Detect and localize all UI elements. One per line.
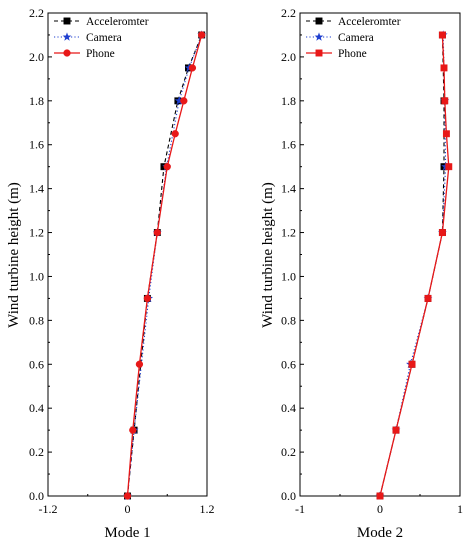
chart-1-ytick-label: 1.0 [29,269,44,283]
chart-1-phone-point [129,426,137,434]
chart-2-x-axis-label: Mode 2 [357,525,403,541]
chart-2-ytick-label: 1.4 [281,182,296,196]
chart-2-legend-label: Acceleromter [338,16,401,28]
chart-2-phone-point [440,64,448,72]
chart-1-ytick-label: 2.0 [29,50,44,64]
chart-1-ytick-label: 0.8 [29,313,44,327]
chart-2-series-phone [376,31,453,500]
chart-2-legend-marker [314,32,324,41]
chart-1: 0.0 0.2 0.4 0.6 0.8 1.0 1.2 1.4 1.6 1.8 2.0 2.2 -1.2… [6,6,215,541]
chart-2-legend-label: Phone [338,48,367,60]
chart-2-ytick-label: 0.0 [281,489,296,503]
chart-1-phone-point [163,163,171,171]
chart-2-phone-point [438,229,446,236]
chart-2-legend-label: Camera [338,32,374,44]
chart-1-phone-point [153,228,161,237]
chart-2-phone-point [442,130,450,138]
chart-1-y-axis-label: Wind turbine height (m) [6,182,22,328]
chart-2: 0.0 0.2 0.4 0.6 0.8 1.0 1.2 1.4 1.6 1.8 2.0 2.2 -1 0 1… [260,6,463,541]
chart-2-ytick-label: 2.2 [281,6,296,20]
chart-1-legend-marker [62,32,72,41]
chart-2-phone-point [445,163,453,171]
chart-2-phone-point [424,294,432,302]
chart-1-phone-point [135,360,144,368]
chart-1-x-axis-label: Mode 1 [104,525,150,541]
chart-1-camera-point [174,96,184,105]
chart-1-legend-marker [63,49,71,57]
chart-2-acceleromter-line [379,34,445,497]
chart-1-legend-marker [63,17,71,25]
chart-1-legend: Acceleromter Camera Phone [54,16,149,60]
chart-2-y-axis-label: Wind turbine height (m) [260,182,276,328]
chart-1-ytick-label: 1.4 [29,182,44,196]
chart-2-legend-marker [315,49,323,57]
chart-1-ytick-label: 0.0 [29,489,44,503]
chart-2-xtick-label: 1 [457,502,463,516]
chart-1-phone-point [143,294,152,303]
chart-1-xtick-label: -1.2 [39,502,58,516]
chart-2-ytick-label: 1.6 [281,138,296,152]
chart-2-xtick-label: -1 [295,502,305,516]
chart-1-phone-point [123,492,132,500]
chart-1-phone-point [188,64,197,72]
chart-2-phone-point [392,426,400,434]
chart-2-phone-point [441,97,449,105]
chart-2-phone-point [376,492,384,500]
chart-2-ytick-label: 0.2 [281,445,296,459]
chart-2-legend-marker [315,17,323,25]
chart-1-phone-line [126,34,203,497]
chart-1-xtick-label: 1.2 [200,502,215,516]
chart-2-phone-point [438,31,446,39]
chart-2-ytick-label: 0.6 [281,357,296,371]
chart-2-ytick-label: 0.4 [281,401,296,415]
chart-2-ytick-label: 2.0 [281,50,296,64]
chart-2-ytick-label: 1.0 [281,269,296,283]
chart-2-xtick-label: 0 [377,502,383,516]
chart-1-phone-point [171,130,179,138]
chart-1-legend-label: Acceleromter [86,16,149,28]
chart-1-xtick-label: 0 [125,502,131,516]
chart-1-legend-label: Camera [86,32,122,44]
chart-1-acceleromter-line [126,34,203,497]
chart-1-phone-point [198,31,206,39]
chart-2-legend: Acceleromter Camera Phone [306,16,401,60]
chart-1-legend-label: Phone [86,48,115,60]
chart-2-phone-point [408,360,416,368]
chart-1-ytick-label: 0.4 [29,401,44,415]
chart-2-series-acceleromter [376,31,448,500]
chart-1-ytick-label: 0.2 [29,445,44,459]
chart-1-ytick-label: 2.2 [29,6,44,20]
chart-1-phone-point [180,97,188,105]
chart-2-ytick-label: 1.8 [281,94,296,108]
chart-1-ytick-label: 1.8 [29,94,44,108]
chart-1-ytick-label: 1.2 [29,226,44,240]
chart-2-ytick-label: 1.2 [281,226,296,240]
chart-1-camera-line [126,34,203,497]
chart-2-ytick-label: 0.8 [281,313,296,327]
chart-1-series-phone [123,31,206,500]
chart-1-ytick-label: 0.6 [29,357,44,371]
chart-1-ytick-label: 1.6 [29,138,44,152]
chart-2-plot-frame [299,12,461,497]
chart-2-series-camera [375,30,450,500]
chart-2-phone-line [379,34,450,497]
